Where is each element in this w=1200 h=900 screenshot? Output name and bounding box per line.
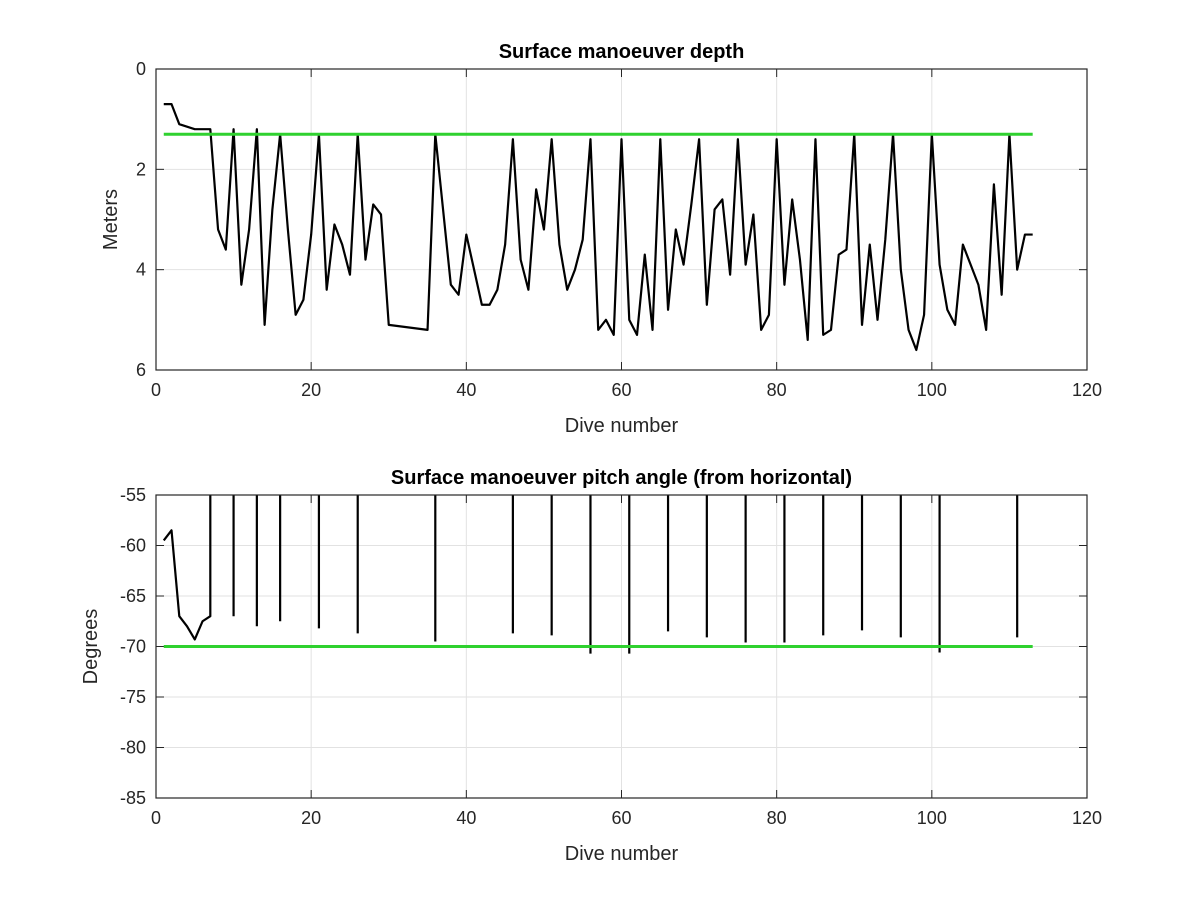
x-tick-label: 40 [456, 808, 476, 828]
x-tick-label: 100 [917, 808, 947, 828]
x-tick-label: 0 [151, 380, 161, 400]
x-tick-label: 80 [767, 808, 787, 828]
chart-title: Surface manoeuver pitch angle (from hori… [391, 467, 852, 489]
x-tick-label: 40 [456, 380, 476, 400]
y-axis-label: Meters [100, 189, 122, 250]
x-tick-label: 60 [611, 380, 631, 400]
x-axis-label: Dive number [565, 415, 679, 437]
x-tick-label: 120 [1072, 380, 1102, 400]
axes-frame [155, 494, 1088, 799]
y-tick-label: 4 [136, 260, 146, 280]
chart-pitch: 0 20 40 60 80 100 120 -55 -60 -65 -70 -75 -80 -85 Surf… [80, 467, 1102, 865]
y-tick-label: 2 [136, 159, 146, 179]
y-tick-label: -85 [120, 788, 146, 808]
x-tick-label: 100 [917, 380, 947, 400]
y-tick-label: -65 [120, 586, 146, 606]
axes-frame [155, 68, 1088, 371]
x-tick-label: 20 [301, 380, 321, 400]
x-axis-label: Dive number [565, 843, 679, 865]
y-tick-label: -70 [120, 637, 146, 657]
y-tick-label: -80 [120, 738, 146, 758]
chart-title: Surface manoeuver depth [499, 41, 745, 63]
y-tick-label: 6 [136, 360, 146, 380]
y-axis-label: Degrees [80, 609, 102, 685]
x-tick-label: 120 [1072, 808, 1102, 828]
series-line [162, 495, 1019, 654]
x-tick-label: 60 [611, 808, 631, 828]
y-tick-label: -60 [120, 536, 146, 556]
y-tick-label: -55 [120, 485, 146, 505]
y-tick-label: -75 [120, 687, 146, 707]
x-tick-label: 0 [151, 808, 161, 828]
y-tick-label: 0 [136, 59, 146, 79]
x-tick-label: 20 [301, 808, 321, 828]
chart-depth: 0 20 40 60 80 100 120 0 2 4 6 Surface manoeuver dep… [100, 41, 1102, 437]
x-tick-label: 80 [767, 380, 787, 400]
